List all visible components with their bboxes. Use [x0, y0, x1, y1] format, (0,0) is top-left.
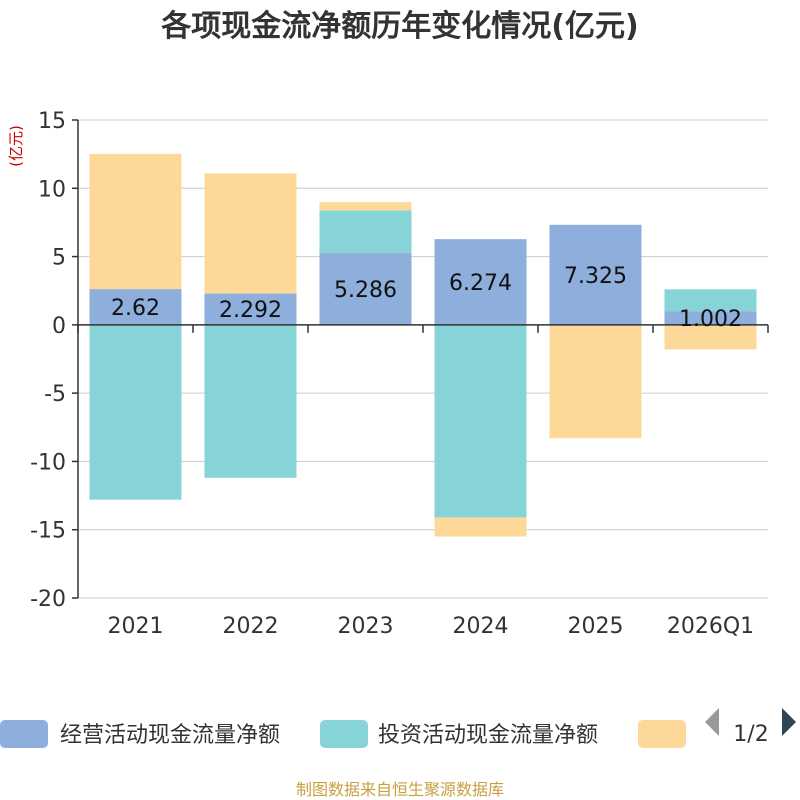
legend-page-indicator: 1/2: [733, 722, 768, 747]
legend-label-2[interactable]: 投资活动现金流量净额: [378, 723, 598, 748]
bar-2026Q1-series-2[interactable]: [664, 289, 757, 312]
legend-swatch-3[interactable]: [638, 720, 686, 748]
bar-2022-series-1[interactable]: [204, 293, 297, 325]
bar-2023-series-2[interactable]: [319, 210, 412, 253]
data-label: 6.274: [449, 271, 512, 296]
chart-title: 各项现金流净额历年变化情况(亿元): [160, 9, 638, 44]
bar-2024-series-3[interactable]: [434, 517, 527, 537]
bars: [89, 153, 757, 537]
y-tick-label: -10: [30, 450, 66, 475]
x-tick-label: 2023: [338, 614, 394, 639]
axes: 15 10 5 0 -5 -10 -15 -20 2021 2022 2023 2024 2025 202…: [30, 109, 769, 639]
legend-label-1[interactable]: 经营活动现金流量净额: [60, 723, 280, 748]
bar-2025-series-1[interactable]: [549, 224, 642, 325]
y-tick-label: -5: [44, 382, 66, 407]
legend: 经营活动现金流量净额 投资活动现金流量净额: [0, 720, 686, 748]
bar-2026Q1-series-3[interactable]: [664, 324, 757, 350]
y-tick-label: 5: [52, 246, 66, 271]
data-label: 2.292: [219, 298, 282, 323]
y-tick-label: 10: [38, 177, 66, 202]
data-labels: 2.62 2.292 5.286 6.274 7.325 1.002: [111, 264, 742, 332]
legend-swatch-1[interactable]: [0, 720, 48, 748]
x-tick-label: 2025: [568, 614, 624, 639]
legend-next-icon[interactable]: [782, 708, 796, 736]
bar-2022-series-2[interactable]: [204, 324, 297, 478]
y-axis-unit: (亿元): [7, 125, 25, 167]
bar-2021-series-1[interactable]: [89, 289, 182, 325]
bar-2024-series-2[interactable]: [434, 324, 527, 518]
legend-prev-icon[interactable]: [705, 708, 719, 736]
y-tick-label: 0: [52, 314, 66, 339]
data-label: 1.002: [679, 307, 742, 332]
x-tick-label: 2022: [223, 614, 279, 639]
x-tick-label: 2024: [453, 614, 509, 639]
bar-2021-series-3[interactable]: [89, 153, 182, 290]
bar-2023-series-3[interactable]: [319, 202, 412, 211]
legend-pager: 1/2: [705, 708, 796, 747]
y-tick-label: 15: [38, 109, 66, 134]
bar-2023-series-1[interactable]: [319, 252, 412, 325]
x-tick-label: 2021: [108, 614, 164, 639]
legend-swatch-2[interactable]: [320, 720, 368, 748]
bar-2022-series-3[interactable]: [204, 173, 297, 294]
bar-2024-series-1[interactable]: [434, 239, 527, 325]
data-label: 7.325: [564, 264, 627, 289]
data-label: 2.62: [111, 296, 160, 321]
y-tick-label: -15: [30, 519, 66, 544]
x-tick-label: 2026Q1: [667, 614, 754, 639]
y-tick-label: -20: [30, 587, 66, 612]
bar-2021-series-2[interactable]: [89, 324, 182, 500]
source-note: 制图数据来自恒生聚源数据库: [296, 780, 504, 799]
data-label: 5.286: [334, 278, 397, 303]
bar-2025-series-3[interactable]: [549, 324, 642, 439]
bar-2026Q1-series-1[interactable]: [664, 311, 757, 325]
